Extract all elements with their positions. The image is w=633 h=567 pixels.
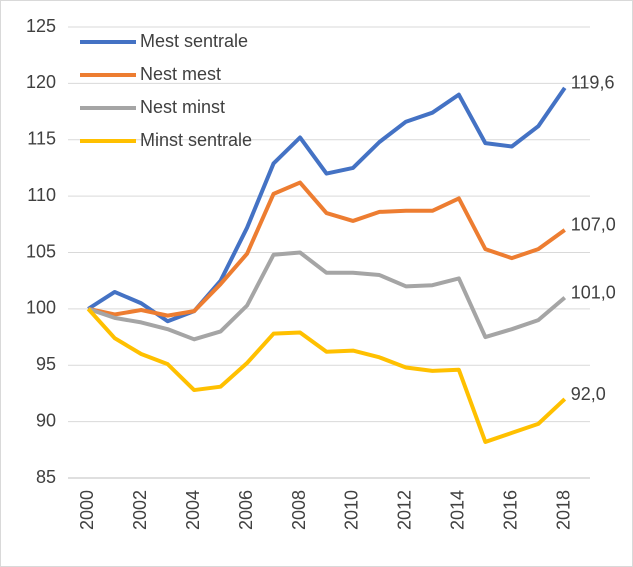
x-tick-label: 2004 — [183, 490, 203, 530]
x-tick-label: 2010 — [342, 490, 362, 530]
legend-label: Mest sentrale — [140, 31, 248, 51]
value-label: 101,0 — [571, 282, 616, 302]
series-line — [87, 250, 567, 342]
x-tick-label: 2014 — [448, 490, 468, 530]
y-tick-label: 120 — [26, 72, 56, 92]
x-tick-label: 2006 — [236, 490, 256, 530]
value-label: 119,6 — [571, 73, 615, 93]
y-tick-label: 100 — [26, 298, 56, 318]
y-tick-label: 90 — [36, 410, 56, 430]
legend-label: Nest minst — [140, 97, 225, 117]
x-tick-label: 2000 — [77, 490, 97, 530]
value-label: 92,0 — [571, 384, 606, 404]
series-line — [87, 86, 567, 324]
y-tick-label: 85 — [36, 467, 56, 487]
legend-label: Minst sentrale — [140, 130, 252, 150]
value-label: 107,0 — [571, 215, 616, 235]
x-tick-label: 2008 — [289, 490, 309, 530]
y-tick-label: 125 — [26, 16, 56, 36]
y-tick-label: 105 — [26, 241, 56, 261]
x-tick-label: 2016 — [501, 490, 521, 530]
y-tick-label: 110 — [27, 185, 56, 205]
legend-label: Nest mest — [140, 64, 221, 84]
x-tick-label: 2018 — [554, 490, 574, 530]
series-line — [86, 307, 567, 444]
series-line — [87, 180, 566, 318]
y-tick-label: 115 — [27, 129, 56, 149]
x-tick-label: 2002 — [130, 490, 150, 530]
y-tick-label: 95 — [36, 354, 56, 374]
x-tick-label: 2012 — [395, 490, 415, 530]
